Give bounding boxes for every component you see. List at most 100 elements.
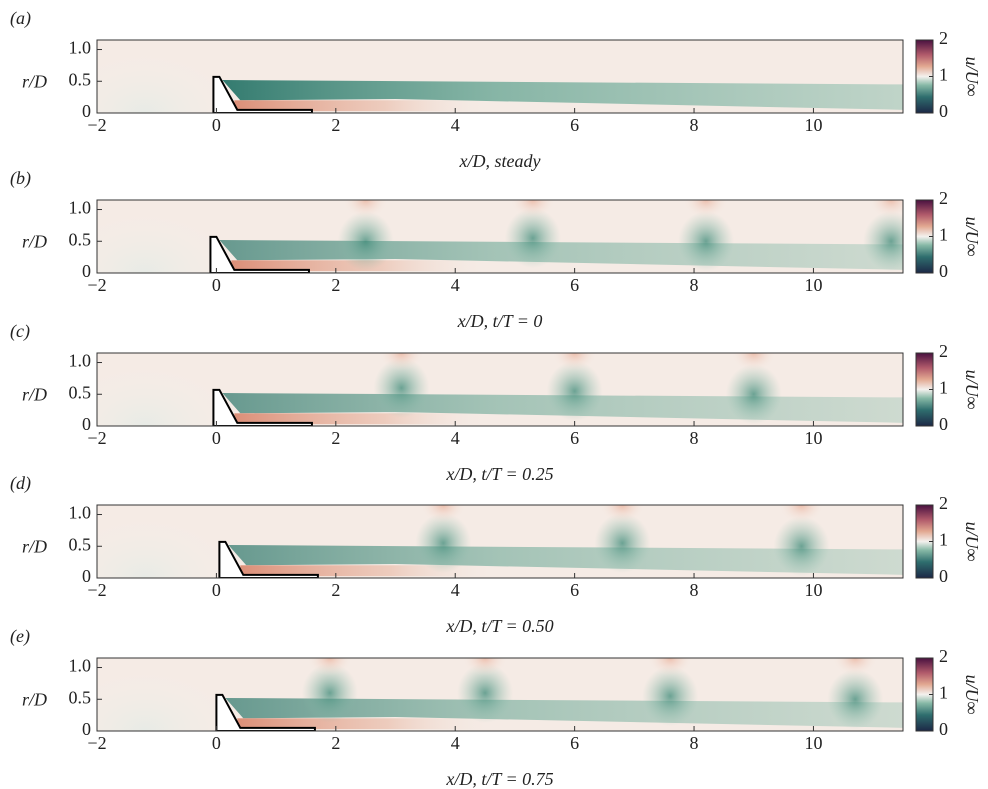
y-tick-label: 1.0 xyxy=(69,38,92,58)
x-tick-label: −2 xyxy=(87,115,106,135)
upstream xyxy=(97,518,235,578)
bulge xyxy=(510,200,555,218)
field xyxy=(97,505,903,578)
bulge xyxy=(833,658,878,676)
x-tick-label: 2 xyxy=(331,428,340,448)
vortex xyxy=(594,513,651,574)
field xyxy=(97,658,903,731)
colorbar-label: u/U∞ xyxy=(962,370,982,410)
plot-frame xyxy=(96,657,904,732)
x-tick-label: 6 xyxy=(570,733,579,753)
vortex xyxy=(677,211,734,272)
x-tick-label: 10 xyxy=(804,115,822,135)
bulge xyxy=(307,658,352,676)
vortex xyxy=(457,662,514,723)
body xyxy=(218,540,319,578)
vortex xyxy=(863,211,903,272)
y-tick-label: 0 xyxy=(82,101,91,121)
x-tick-label: 6 xyxy=(570,580,579,600)
panel-label: (b) xyxy=(10,168,31,189)
colorbar-tick-label: 2 xyxy=(939,341,948,361)
x-tick-label: 2 xyxy=(331,275,340,295)
colorbar-tick-label: 1 xyxy=(939,530,948,550)
upstream xyxy=(97,671,235,731)
y-tick-label: 0.5 xyxy=(69,534,92,554)
body xyxy=(215,693,316,731)
y-tick-label: 1.0 xyxy=(69,351,92,371)
colorbar-tick-label: 2 xyxy=(939,28,948,48)
vortex xyxy=(373,357,430,418)
vortex xyxy=(642,666,699,727)
colorbar-tick-label: 0 xyxy=(939,101,948,121)
upstream xyxy=(97,366,235,426)
panel-label: (a) xyxy=(10,8,31,29)
colorbar-tick-label: 1 xyxy=(939,683,948,703)
body xyxy=(212,388,313,426)
vortex xyxy=(773,516,830,577)
bulge xyxy=(779,505,824,523)
colorbar-label: u/U∞ xyxy=(962,217,982,257)
colorbar-tick-label: 2 xyxy=(939,188,948,208)
x-tick-label: 0 xyxy=(212,115,221,135)
x-tick-label: 6 xyxy=(570,275,579,295)
x-tick-label: −2 xyxy=(87,275,106,295)
colorbar-tick-label: 1 xyxy=(939,225,948,245)
y-tick-label: 0.5 xyxy=(69,229,92,249)
x-tick-label: 6 xyxy=(570,115,579,135)
y-axis-label: r/D xyxy=(22,231,47,251)
vortex xyxy=(725,364,782,425)
field xyxy=(97,40,903,113)
y-tick-label: 1.0 xyxy=(69,503,92,523)
x-tick-label: 4 xyxy=(451,275,460,295)
upstream xyxy=(97,213,235,273)
bulge xyxy=(731,353,776,371)
x-axis-label: x/D, t/T = 0.50 xyxy=(445,616,553,636)
y-axis-label: r/D xyxy=(22,689,47,709)
bulge xyxy=(343,200,388,218)
field xyxy=(97,353,903,426)
y-tick-label: 0 xyxy=(82,261,91,281)
colorbar-tick-label: 2 xyxy=(939,646,948,666)
body xyxy=(212,75,313,113)
colorbar-tick-label: 2 xyxy=(939,493,948,513)
x-tick-label: 0 xyxy=(212,580,221,600)
y-tick-label: 0 xyxy=(82,719,91,739)
panel-label: (d) xyxy=(10,473,31,494)
x-tick-label: 8 xyxy=(690,275,699,295)
y-axis-label: r/D xyxy=(22,384,47,404)
y-axis-label: r/D xyxy=(22,536,47,556)
x-tick-label: 10 xyxy=(804,275,822,295)
bulge xyxy=(683,200,728,218)
jet xyxy=(222,79,903,110)
x-tick-label: 0 xyxy=(212,275,221,295)
panel-label: (e) xyxy=(10,626,30,647)
vortex xyxy=(827,669,884,730)
vortex xyxy=(301,662,358,723)
plot-frame xyxy=(96,504,904,579)
x-tick-label: 4 xyxy=(451,580,460,600)
bulge xyxy=(869,200,903,218)
core xyxy=(234,413,486,425)
upstream xyxy=(97,53,235,113)
vortex xyxy=(546,361,603,422)
x-tick-label: 0 xyxy=(212,733,221,753)
plot-frame xyxy=(96,199,904,274)
colorbar-tick-label: 0 xyxy=(939,414,948,434)
plot-frame xyxy=(96,352,904,427)
x-tick-label: −2 xyxy=(87,733,106,753)
jet xyxy=(228,544,903,575)
x-axis-label: x/D, t/T = 0.75 xyxy=(445,769,553,789)
x-tick-label: 0 xyxy=(212,428,221,448)
y-tick-label: 0 xyxy=(82,566,91,586)
x-tick-label: 4 xyxy=(451,733,460,753)
field xyxy=(97,200,903,273)
y-tick-label: 1.0 xyxy=(69,656,92,676)
vortex xyxy=(504,208,561,269)
colorbar-tick-label: 0 xyxy=(939,261,948,281)
bulge xyxy=(379,353,424,371)
